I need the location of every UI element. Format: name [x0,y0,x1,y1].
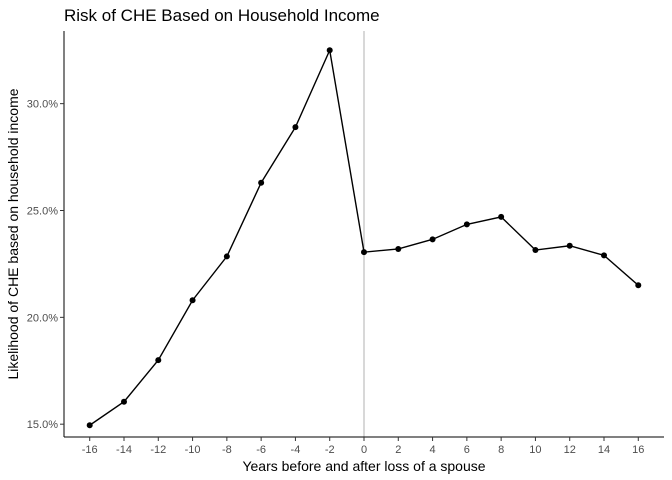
data-point [155,357,162,364]
x-tick-label: -6 [256,444,266,456]
data-point [292,124,299,131]
data-point [463,221,470,228]
y-tick-label: 20.0% [27,312,58,324]
y-axis-label: Likelihood of CHE based on household inc… [5,88,21,379]
chart-title: Risk of CHE Based on Household Income [64,6,380,25]
x-axis-label: Years before and after loss of a spouse [242,458,485,474]
y-tick-label: 25.0% [27,205,58,217]
x-tick-label: 2 [395,444,401,456]
data-point [429,236,436,243]
data-point [223,253,230,260]
data-point [566,242,573,249]
x-tick-label: 6 [464,444,470,456]
x-tick-label: 14 [598,444,610,456]
x-tick-label: -2 [325,444,335,456]
x-tick-label: -4 [291,444,301,456]
x-tick-label: -10 [185,444,201,456]
data-point [498,213,505,220]
data-point [601,252,607,259]
y-tick-label: 15.0% [27,419,58,431]
x-tick-label: 16 [632,444,644,456]
x-tick-label: -16 [82,444,98,456]
data-point [361,249,367,256]
x-tick-label: -8 [222,444,232,456]
x-tick-label: -12 [150,444,166,456]
data-point [395,245,402,252]
y-tick-label: 30.0% [27,99,58,111]
x-tick-label: -14 [116,444,132,456]
x-tick-label: 10 [529,444,541,456]
x-tick-label: 0 [361,444,367,456]
x-tick-label: 4 [430,444,436,456]
data-point [326,47,333,54]
data-point [635,282,642,289]
x-tick-label: 8 [498,444,504,456]
plot-area: 15.0% 20.0% 25.0% 30.0% -16 -14 -12 -10 -8 -6 -4 -2… [27,31,664,456]
data-point [258,179,265,186]
x-tick-label: 12 [564,444,576,456]
data-point [532,247,539,254]
data-point [189,297,196,304]
data-point [121,398,127,405]
data-point [86,422,93,429]
